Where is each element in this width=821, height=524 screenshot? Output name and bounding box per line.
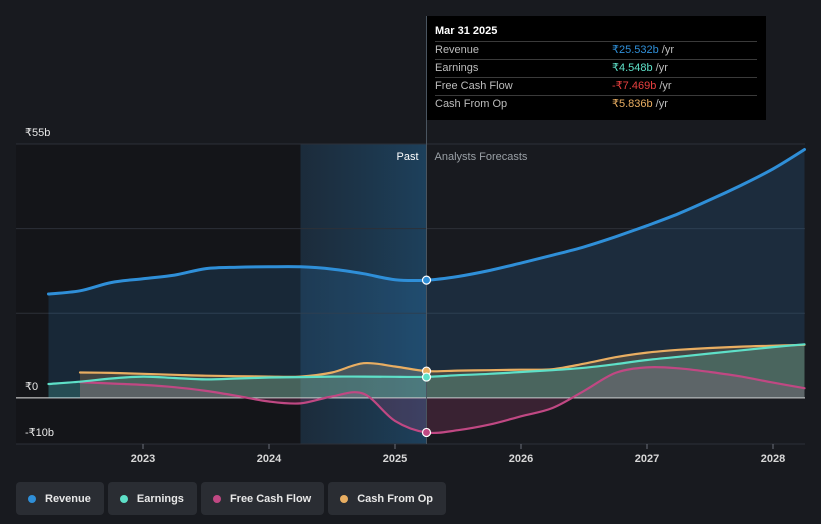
tooltip-value: ₹5.836b — [612, 98, 653, 110]
earnings-marker[interactable] — [421, 372, 432, 382]
y-tick-label: ₹0 — [25, 381, 38, 393]
revenue-area — [48, 149, 805, 398]
x-tick-label: 2025 — [383, 453, 407, 465]
y-tick-label: ₹55b — [25, 127, 50, 139]
y-tick-label: -₹10b — [25, 427, 54, 439]
tooltip-label: Earnings — [435, 62, 479, 74]
x-tick-label: 2026 — [509, 453, 533, 465]
tooltip-unit: /yr — [661, 44, 674, 56]
tooltip-value: -₹7.469b — [612, 80, 657, 92]
data-tooltip: Mar 31 2025 Revenue ₹25.532b /yr Earning… — [427, 16, 766, 120]
legend-item-earnings[interactable]: Earnings — [107, 482, 197, 515]
past-label: Past — [396, 151, 418, 163]
legend-label: Free Cash Flow — [229, 492, 312, 505]
free-cash-flow-line — [78, 365, 806, 435]
chart-legend: Revenue Earnings Free Cash Flow Cash Fro… — [16, 482, 447, 515]
tooltip-unit: /yr — [655, 98, 668, 110]
free-cash-flow-dot-icon — [212, 494, 221, 503]
legend-label: Revenue — [45, 492, 91, 505]
tooltip-row-revenue: Revenue ₹25.532b /yr — [435, 41, 757, 59]
x-axis-labels: 2023 2024 2025 2026 2027 2028 — [131, 444, 785, 465]
gridlines — [16, 143, 805, 445]
tooltip-row-free-cash-flow: Free Cash Flow -₹7.469b /yr — [435, 77, 757, 95]
free-cash-flow-marker[interactable] — [421, 427, 432, 438]
x-tick-label: 2024 — [257, 453, 282, 465]
forecast-label: Analysts Forecasts — [435, 151, 528, 163]
tooltip-label: Revenue — [435, 44, 480, 56]
tooltip-label: Cash From Op — [435, 98, 508, 110]
legend-item-revenue[interactable]: Revenue — [16, 482, 104, 515]
tooltip-unit: /yr — [655, 62, 668, 74]
revenue-dot-icon — [28, 494, 36, 503]
revenue-marker[interactable] — [421, 275, 432, 285]
cash-from-op-line — [78, 343, 806, 379]
tooltip-row-earnings: Earnings ₹4.548b /yr — [435, 59, 757, 77]
tooltip-row-cash-from-op: Cash From Op ₹5.836b /yr — [435, 95, 757, 113]
cash-from-op-dot-icon — [340, 494, 349, 503]
earnings-area — [48, 344, 805, 398]
tooltip-unit: /yr — [659, 80, 672, 92]
legend-item-free-cash-flow[interactable]: Free Cash Flow — [200, 482, 325, 515]
tooltip-value: ₹25.532b — [612, 44, 659, 56]
tooltip-value: ₹4.548b — [612, 62, 653, 74]
legend-label: Cash From Op — [357, 492, 434, 505]
highlight-markers[interactable] — [421, 275, 432, 438]
legend-label: Earnings — [136, 492, 184, 505]
legend-item-cash-from-op[interactable]: Cash From Op — [328, 482, 447, 515]
earnings-dot-icon — [119, 494, 128, 503]
free-cash-flow-area — [80, 367, 805, 433]
y-axis-labels: ₹55b ₹0 -₹10b — [25, 127, 54, 439]
tooltip-label: Free Cash Flow — [435, 80, 513, 92]
x-tick-label: 2023 — [131, 453, 155, 465]
tooltip-date: Mar 31 2025 — [435, 25, 498, 37]
x-tick-label: 2028 — [761, 453, 785, 465]
x-tick-label: 2027 — [635, 453, 659, 465]
